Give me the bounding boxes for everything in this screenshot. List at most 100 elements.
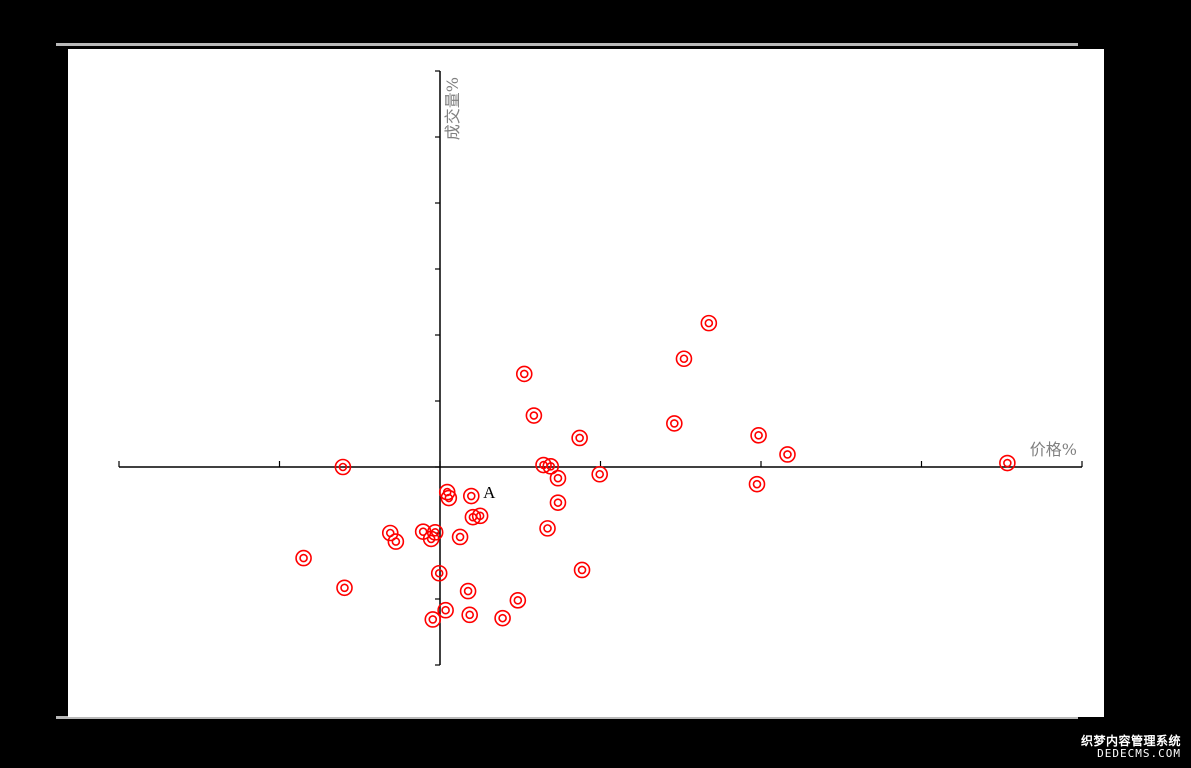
point-inner-ring <box>430 528 440 537</box>
point-inner-ring <box>529 411 539 420</box>
point-outer-ring <box>549 469 567 487</box>
data-points <box>295 314 1016 628</box>
data-point <box>471 507 489 525</box>
point-outer-ring <box>464 508 482 526</box>
data-point <box>571 429 588 447</box>
point-outer-ring <box>525 407 543 424</box>
point-outer-ring <box>387 533 405 550</box>
point-outer-ring <box>461 606 478 624</box>
bottom-rule <box>56 716 1078 719</box>
point-outer-ring <box>422 530 440 548</box>
data-point <box>525 407 543 424</box>
point-outer-ring <box>440 489 458 507</box>
point-outer-ring <box>424 611 442 628</box>
point-inner-ring <box>783 450 792 459</box>
point-inner-ring <box>553 498 563 507</box>
x-axis-title: 价格% <box>1030 440 1077 459</box>
point-inner-ring <box>498 613 507 623</box>
point-inner-ring <box>513 596 523 605</box>
point-inner-ring <box>577 565 587 575</box>
point-inner-ring <box>752 479 762 489</box>
point-inner-ring <box>704 318 714 328</box>
point-inner-ring <box>1003 458 1012 468</box>
watermark: 织梦内容管理系统 DEDECMS.COM <box>1080 733 1181 760</box>
data-point <box>573 561 591 579</box>
point-inner-ring <box>434 568 444 578</box>
annotation-label: A <box>483 483 496 502</box>
point-inner-ring <box>428 615 438 624</box>
point-inner-ring <box>546 462 556 471</box>
point-outer-ring <box>748 475 766 493</box>
point-inner-ring <box>455 532 465 542</box>
point-outer-ring <box>437 601 454 619</box>
data-point <box>591 465 608 483</box>
point-inner-ring <box>475 511 485 521</box>
point-outer-ring <box>451 528 469 546</box>
point-inner-ring <box>441 605 450 615</box>
watermark-title: 织梦内容管理系统 <box>1080 733 1181 748</box>
data-point <box>430 564 448 582</box>
point-outer-ring <box>295 549 312 567</box>
data-point <box>387 533 405 550</box>
point-outer-ring <box>438 483 456 501</box>
data-point <box>424 611 442 628</box>
data-point <box>437 601 454 619</box>
point-outer-ring <box>779 446 796 463</box>
point-inner-ring <box>463 586 473 596</box>
data-point <box>675 350 693 368</box>
point-outer-ring <box>515 365 533 383</box>
point-outer-ring <box>462 487 480 505</box>
data-point <box>700 314 718 332</box>
point-outer-ring <box>459 582 477 600</box>
point-outer-ring <box>471 507 489 525</box>
point-outer-ring <box>591 465 608 483</box>
point-outer-ring <box>571 429 588 447</box>
point-outer-ring <box>542 458 560 475</box>
point-outer-ring <box>336 579 353 597</box>
point-inner-ring <box>338 462 348 472</box>
point-outer-ring <box>999 454 1016 472</box>
top-rule <box>56 43 1078 46</box>
point-inner-ring <box>340 583 349 593</box>
data-point <box>999 454 1016 472</box>
watermark-domain: DEDECMS.COM <box>1097 746 1181 760</box>
data-point <box>542 458 560 475</box>
point-inner-ring <box>553 473 563 483</box>
point-inner-ring <box>670 419 679 428</box>
point-inner-ring <box>444 493 454 503</box>
point-inner-ring <box>754 431 763 440</box>
point-outer-ring <box>549 494 567 511</box>
point-outer-ring <box>334 458 352 476</box>
point-outer-ring <box>700 314 718 332</box>
point-inner-ring <box>466 491 476 501</box>
data-point <box>549 494 567 511</box>
chart-panel: 价格% 成交量% A <box>68 49 1104 717</box>
data-point <box>334 458 352 476</box>
point-inner-ring <box>465 610 474 620</box>
data-point <box>539 520 556 537</box>
data-point <box>509 592 527 609</box>
data-point <box>422 530 440 548</box>
point-outer-ring <box>666 415 683 432</box>
data-point <box>494 609 511 627</box>
data-point <box>461 606 478 624</box>
scatter-plot: 价格% 成交量% A <box>118 70 1083 666</box>
point-outer-ring <box>573 561 591 579</box>
point-inner-ring <box>595 469 604 479</box>
point-outer-ring <box>381 524 399 542</box>
point-inner-ring <box>391 537 401 546</box>
data-point <box>549 469 567 487</box>
point-outer-ring <box>750 427 767 444</box>
point-outer-ring <box>430 564 448 582</box>
data-point <box>295 549 312 567</box>
annotations: A <box>483 483 496 502</box>
point-inner-ring <box>418 527 428 536</box>
y-axis-title: 成交量% <box>443 77 462 140</box>
point-outer-ring <box>494 609 511 627</box>
point-outer-ring <box>539 520 556 537</box>
point-inner-ring <box>299 553 308 563</box>
axes <box>118 70 1083 666</box>
point-outer-ring <box>535 456 552 474</box>
data-point <box>462 487 480 505</box>
data-point <box>779 446 796 463</box>
